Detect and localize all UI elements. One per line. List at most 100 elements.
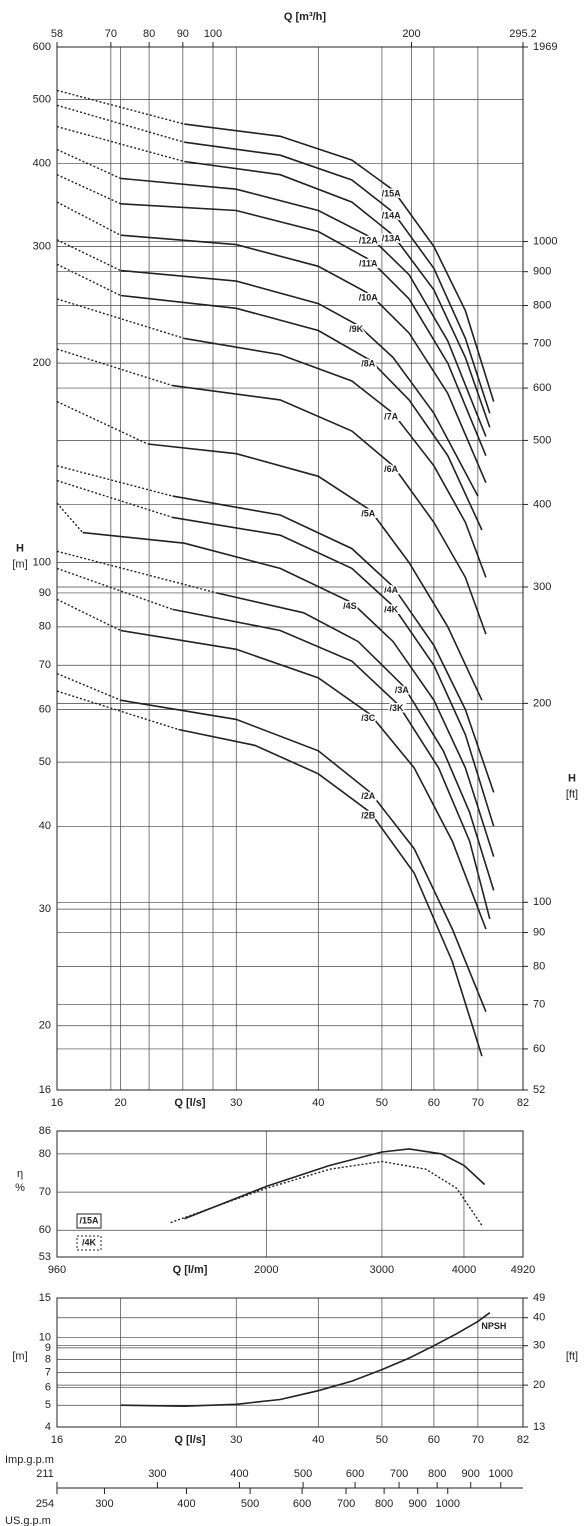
curve: [184, 123, 495, 402]
y2-tick-label: 1000: [533, 235, 557, 247]
y-tick-label: 80: [39, 1148, 51, 1160]
plot-frame: [56, 1130, 524, 1258]
curve-label: /7A: [384, 412, 399, 422]
scale-tick-label: 600: [293, 1498, 311, 1510]
curve-label: /5A: [361, 509, 376, 519]
curve: [120, 1312, 491, 1408]
x-tick-label: 20: [115, 1434, 127, 1446]
scale-tick-label: 300: [95, 1498, 113, 1510]
legend-box: [76, 1235, 102, 1251]
curve: [184, 337, 487, 578]
y-axis-unit: [m]: [12, 558, 27, 570]
y-axis-title: η: [17, 1168, 23, 1180]
x-tick-label: 960: [48, 1264, 66, 1276]
legend-box: [76, 1213, 102, 1229]
x-tick-label: 16: [51, 1434, 63, 1446]
curve: [56, 690, 179, 731]
y2-axis-unit: [ft]: [566, 1350, 578, 1362]
curve-label: /4A: [384, 585, 399, 595]
y-tick-label: 300: [33, 240, 51, 252]
y2-tick-label: 700: [533, 338, 551, 350]
curve: [170, 1160, 484, 1227]
curve: [56, 502, 84, 534]
y-tick-label: 70: [39, 1186, 51, 1198]
y-tick-label: 5: [45, 1399, 51, 1411]
y2-tick-label: 1969: [533, 41, 557, 53]
curve: [216, 592, 495, 891]
y2-tick-label: 100: [533, 896, 551, 908]
x-tick-label: 70: [472, 1097, 484, 1109]
x-tick-label: 82: [517, 1434, 529, 1446]
scale-tick-label: 400: [230, 1468, 248, 1480]
y-tick-label: 16: [39, 1084, 51, 1096]
y2-tick-label: 49: [533, 1292, 545, 1304]
curve: [184, 1148, 486, 1220]
x-axis-title: Q [l/s]: [174, 1097, 206, 1109]
x-tick-label: 4000: [452, 1264, 476, 1276]
curve-label: /14A: [382, 211, 402, 221]
y-tick-label: 80: [39, 621, 51, 633]
plot-frame: [56, 1297, 524, 1428]
y-tick-label: 15: [39, 1292, 51, 1304]
y-tick-label: 8: [45, 1353, 51, 1365]
y-tick-label: 53: [39, 1251, 51, 1263]
y-tick-label: 20: [39, 1020, 51, 1032]
scale-tick-label: 400: [177, 1498, 195, 1510]
y2-axis-title: H: [568, 772, 576, 784]
curve-label: NPSH: [481, 1321, 506, 1331]
curve: [120, 629, 487, 930]
y2-tick-label: 90: [533, 926, 545, 938]
y-tick-label: 50: [39, 756, 51, 768]
curve-label: /4K: [384, 604, 399, 614]
curve-label: /15A: [382, 188, 402, 198]
scale-tick-label: 700: [390, 1468, 408, 1480]
y2-tick-label: 60: [533, 1043, 545, 1055]
scale-tick-label: 500: [241, 1498, 259, 1510]
curve: [172, 495, 495, 793]
curve-label: /11A: [359, 259, 378, 269]
curve: [56, 567, 173, 611]
y-tick-label: 200: [33, 357, 51, 369]
curve: [120, 294, 483, 531]
x2-tick-label: 295.2: [509, 28, 537, 40]
curve: [82, 531, 495, 857]
y-tick-label: 10: [39, 1331, 51, 1343]
curve-label: /3A: [395, 685, 410, 695]
x-axis-title: Q [l/s]: [174, 1434, 206, 1446]
scale-tick-label: 1000: [489, 1468, 513, 1480]
y-axis-unit: [m]: [12, 1350, 27, 1362]
scale-tick-label: 800: [375, 1498, 393, 1510]
y2-axis-unit: [ft]: [566, 788, 578, 800]
y-tick-label: 40: [39, 820, 51, 832]
curve: [120, 177, 487, 437]
curve: [172, 384, 487, 635]
x-tick-label: 30: [230, 1097, 242, 1109]
scale-title: US.g.p.m: [5, 1515, 51, 1526]
y-tick-label: 500: [33, 93, 51, 105]
x2-tick-label: 80: [143, 28, 155, 40]
curve-label: /12A: [359, 235, 379, 245]
y2-tick-label: 900: [533, 266, 551, 278]
curve: [120, 234, 487, 484]
curve: [56, 348, 173, 387]
legend-label: /15A: [79, 1215, 99, 1225]
scale-tick-label: 1000: [436, 1498, 460, 1510]
curve: [147, 443, 483, 701]
y2-tick-label: 800: [533, 299, 551, 311]
x-tick-label: 60: [428, 1097, 440, 1109]
x-tick-label: 70: [472, 1434, 484, 1446]
y-tick-label: 60: [39, 1224, 51, 1236]
curve-label: /2A: [361, 791, 376, 801]
x2-tick-label: 90: [177, 28, 189, 40]
curve: [56, 550, 217, 594]
scale-tick-label: 300: [148, 1468, 166, 1480]
curve-label: /13A: [382, 234, 402, 244]
curve: [120, 269, 479, 497]
y-tick-label: 400: [33, 158, 51, 170]
y-tick-label: 9: [45, 1342, 51, 1354]
curve-label: /4S: [343, 601, 357, 611]
curve-label: /3C: [361, 713, 376, 723]
y-tick-label: 70: [39, 659, 51, 671]
x2-axis-title: Q [m³/h]: [284, 11, 326, 23]
